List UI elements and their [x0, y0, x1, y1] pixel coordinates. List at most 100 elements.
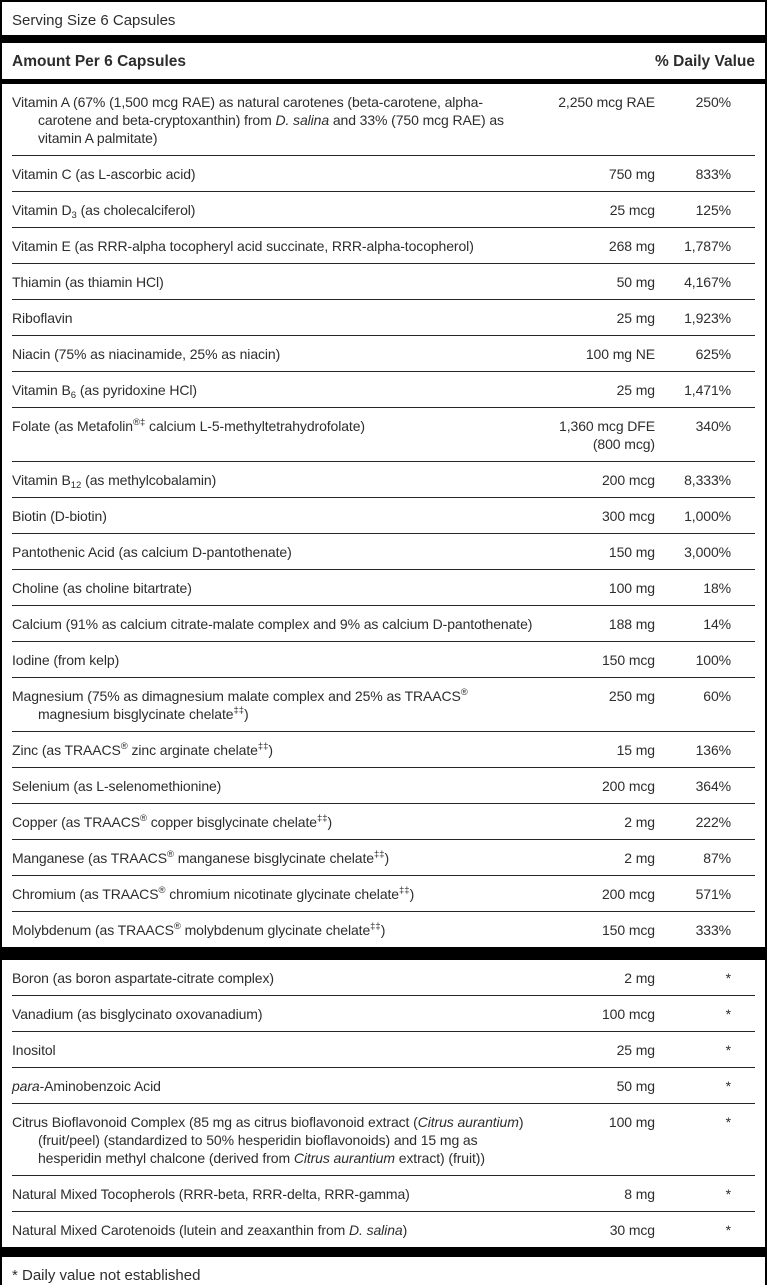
- daily-value: *: [725, 970, 731, 986]
- section-divider-bar: [2, 947, 765, 960]
- amount-value: 300 mcg: [602, 508, 655, 524]
- table-row: Vanadium (as bisglycinato oxovanadium) 1…: [12, 996, 755, 1032]
- table-row: Copper (as TRAACS® copper bisglycinate c…: [12, 804, 755, 840]
- table-row: Pantothenic Acid (as calcium D-pantothen…: [12, 534, 755, 570]
- column-header-row: Amount Per 6 Capsules % Daily Value: [2, 43, 765, 79]
- daily-value: *: [725, 1078, 731, 1094]
- ingredient-name: Iodine (from kelp): [12, 652, 120, 668]
- ingredient-name: Vitamin C (as L-ascorbic acid): [12, 166, 196, 182]
- daily-value: 18%: [703, 580, 731, 596]
- amount-value: 150 mcg: [602, 652, 655, 668]
- amount-value: 25 mg: [616, 310, 656, 326]
- ingredient-name: Chromium (as TRAACS® chromium nicotinate…: [12, 885, 415, 902]
- amount-value: 2 mg: [624, 814, 655, 830]
- amount-value: 200 mcg: [602, 778, 655, 794]
- daily-value: 222%: [695, 814, 732, 830]
- table-row: Vitamin C (as L-ascorbic acid) 750 mg 83…: [12, 156, 755, 192]
- amount-value: 188 mg: [608, 616, 655, 632]
- daily-value: 1,923%: [684, 310, 731, 326]
- amount-value: 25 mg: [616, 1042, 656, 1058]
- footnote-divider-bar: [2, 1247, 765, 1257]
- table-row: Inositol 25 mg *: [12, 1032, 755, 1068]
- daily-value: 340%: [695, 418, 732, 434]
- daily-value: 1,787%: [684, 238, 731, 254]
- table-row: Vitamin B6 (as pyridoxine HCl) 25 mg 1,4…: [12, 372, 755, 408]
- amount-value: 200 mcg: [602, 886, 655, 902]
- table-row: Manganese (as TRAACS® manganese bisglyci…: [12, 840, 755, 876]
- daily-value: 4,167%: [684, 274, 731, 290]
- amount-value: 150 mcg: [602, 922, 655, 938]
- amount-value: 2 mg: [624, 970, 655, 986]
- ingredient-name: Vitamin B12 (as methylcobalamin): [12, 472, 217, 491]
- ingredient-name: Boron (as boron aspartate-citrate comple…: [12, 970, 274, 986]
- amount-value: 268 mg: [608, 238, 655, 254]
- ingredient-name: Biotin (D-biotin): [12, 508, 107, 524]
- table-row: Zinc (as TRAACS® zinc arginate chelate‡‡…: [12, 732, 755, 768]
- daily-value: 625%: [695, 346, 732, 362]
- daily-value: 100%: [695, 652, 732, 668]
- amount-value: 100 mg: [608, 580, 655, 596]
- amount-value: 200 mcg: [602, 472, 655, 488]
- ingredient-name: Folate (as Metafolin®‡ calcium L-5-methy…: [12, 417, 365, 434]
- amount-value: 30 mcg: [609, 1222, 655, 1238]
- ingredient-name: Manganese (as TRAACS® manganese bisglyci…: [12, 849, 390, 866]
- serving-size-text: Serving Size 6 Capsules: [12, 12, 176, 29]
- table-row: Natural Mixed Tocopherols (RRR-beta, RRR…: [12, 1176, 755, 1212]
- amount-value: 1,360 mcg DFE (800 mcg): [559, 418, 655, 452]
- daily-value: 136%: [695, 742, 732, 758]
- ingredient-name: Natural Mixed Tocopherols (RRR-beta, RRR…: [12, 1186, 410, 1202]
- table-row: Biotin (D-biotin) 300 mcg 1,000%: [12, 498, 755, 534]
- daily-value: 1,000%: [684, 508, 731, 524]
- table-row: Riboflavin 25 mg 1,923%: [12, 300, 755, 336]
- table-row: Vitamin E (as RRR-alpha tocopheryl acid …: [12, 228, 755, 264]
- amount-value: 50 mg: [616, 1078, 656, 1094]
- table-row: Niacin (75% as niacinamide, 25% as niaci…: [12, 336, 755, 372]
- daily-value: 3,000%: [684, 544, 731, 560]
- daily-value: 87%: [703, 850, 731, 866]
- ingredient-name: Vanadium (as bisglycinato oxovanadium): [12, 1006, 263, 1022]
- table-row: Citrus Bioflavonoid Complex (85 mg as ci…: [12, 1104, 755, 1176]
- amount-value: 25 mcg: [609, 202, 655, 218]
- table-row: Calcium (91% as calcium citrate-malate c…: [12, 606, 755, 642]
- ingredient-name: Vitamin D3 (as cholecalciferol): [12, 202, 196, 221]
- ingredient-name: Copper (as TRAACS® copper bisglycinate c…: [12, 813, 333, 830]
- ingredient-name: Vitamin B6 (as pyridoxine HCl): [12, 382, 197, 401]
- table-row: Molybdenum (as TRAACS® molybdenum glycin…: [12, 912, 755, 947]
- amount-value: 2 mg: [624, 850, 655, 866]
- table-row: Chromium (as TRAACS® chromium nicotinate…: [12, 876, 755, 912]
- divider-bar-medium: [2, 79, 765, 84]
- ingredient-name: Niacin (75% as niacinamide, 25% as niaci…: [12, 346, 281, 362]
- other-ingredients-section: Boron (as boron aspartate-citrate comple…: [2, 960, 765, 1247]
- daily-value-column-header: % Daily Value: [655, 53, 755, 70]
- daily-value: 60%: [703, 688, 731, 704]
- daily-value: 1,471%: [684, 382, 731, 398]
- amount-value: 150 mg: [608, 544, 655, 560]
- ingredient-name: Selenium (as L-selenomethionine): [12, 778, 222, 794]
- amount-value: 250 mg: [608, 688, 655, 704]
- table-row: Choline (as choline bitartrate) 100 mg 1…: [12, 570, 755, 606]
- daily-value: 571%: [695, 886, 732, 902]
- amount-value: 25 mg: [616, 382, 656, 398]
- daily-value: 250%: [695, 94, 732, 110]
- daily-value: 8,333%: [684, 472, 731, 488]
- amount-value: 15 mg: [616, 742, 656, 758]
- daily-value: *: [725, 1186, 731, 1202]
- amount-value: 2,250 mcg RAE: [558, 94, 655, 110]
- ingredient-name: para-Aminobenzoic Acid: [12, 1078, 161, 1094]
- table-row: Folate (as Metafolin®‡ calcium L-5-methy…: [12, 408, 755, 462]
- daily-value: *: [725, 1114, 731, 1130]
- table-row: Vitamin D3 (as cholecalciferol) 25 mcg 1…: [12, 192, 755, 228]
- amount-column-header: Amount Per 6 Capsules: [12, 53, 186, 70]
- daily-value: 125%: [695, 202, 732, 218]
- amount-value: 100 mg NE: [585, 346, 655, 362]
- table-row: Magnesium (75% as dimagnesium malate com…: [12, 678, 755, 732]
- divider-bar-thick: [2, 35, 765, 43]
- table-row: Iodine (from kelp) 150 mcg 100%: [12, 642, 755, 678]
- daily-value: 14%: [703, 616, 731, 632]
- table-row: Vitamin A (67% (1,500 mcg RAE) as natura…: [12, 84, 755, 156]
- amount-value: 100 mg: [608, 1114, 655, 1130]
- ingredient-name: Calcium (91% as calcium citrate-malate c…: [12, 616, 533, 632]
- daily-value-footnote: * Daily value not established: [12, 1267, 201, 1284]
- amount-value: 100 mcg: [602, 1006, 655, 1022]
